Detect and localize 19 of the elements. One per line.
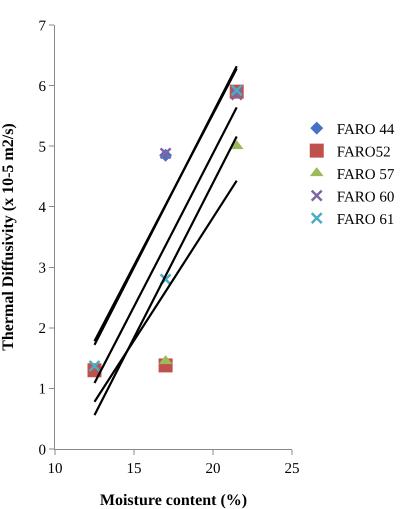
x-axis-title: Moisture content (%) [100, 492, 248, 509]
y-tick-label: 7 [38, 18, 46, 34]
y-tick-label: 3 [38, 260, 46, 277]
x-tick-label: 20 [206, 461, 220, 477]
legend-label: FARO 44 [336, 122, 395, 138]
x-tick-label: 10 [48, 461, 62, 477]
x-tick-label: 25 [284, 461, 300, 477]
legend-label: FARO 60 [336, 190, 394, 206]
y-axis-title: Thermal Diffusivity (x 10-5 m2/s) [0, 123, 17, 351]
x-tick-label: 15 [126, 461, 142, 477]
y-tick-label: 0 [38, 442, 46, 458]
y-tick-label: 4 [38, 200, 46, 216]
y-tick-label: 5 [38, 139, 46, 156]
legend-label: FARO 57 [336, 167, 395, 183]
legend-label: FARO52 [336, 144, 391, 160]
y-tick-label: 2 [38, 321, 46, 338]
legend-label: FARO 61 [336, 212, 394, 228]
y-tick-label: 6 [38, 78, 46, 95]
y-tick-label: 1 [38, 382, 46, 398]
